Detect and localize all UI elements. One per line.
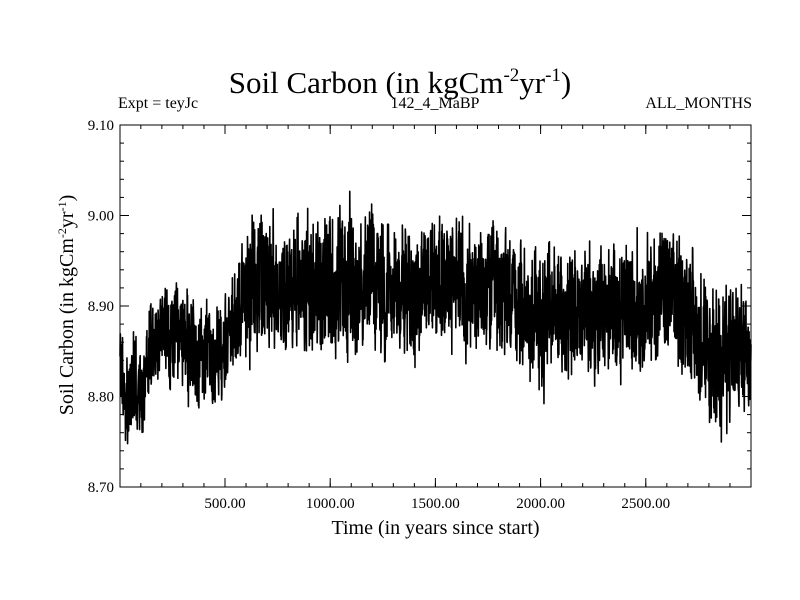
subtitle-experiment: Expt = teyJc — [118, 95, 199, 112]
series-line — [119, 190, 752, 445]
x-tick-label: 1000.00 — [306, 496, 355, 512]
chart-title: Soil Carbon (in kgCm-2yr-1) — [228, 65, 572, 100]
subtitle-period: 142_4_MaBP — [390, 95, 480, 112]
axis-tick-labels: 500.00 1000.00 1500.00 2000.00 2500.00 8.70 8.… — [88, 118, 670, 512]
subtitle-months: ALL_MONTHS — [645, 95, 752, 112]
y-tick-label: 8.70 — [88, 480, 114, 496]
x-tick-label: 500.00 — [204, 496, 245, 512]
x-axis-label: Time (in years since start) — [331, 517, 540, 539]
x-tick-label: 2500.00 — [621, 496, 670, 512]
y-tick-label: 9.10 — [88, 118, 114, 134]
y-tick-label: 8.80 — [88, 390, 114, 406]
y-tick-label: 9.00 — [88, 209, 114, 225]
x-tick-label: 2000.00 — [516, 496, 565, 512]
x-tick-label: 1500.00 — [411, 496, 460, 512]
y-axis-label: Soil Carbon (in kgCm-2yr-1) — [55, 194, 78, 416]
y-tick-label: 8.90 — [88, 299, 114, 315]
